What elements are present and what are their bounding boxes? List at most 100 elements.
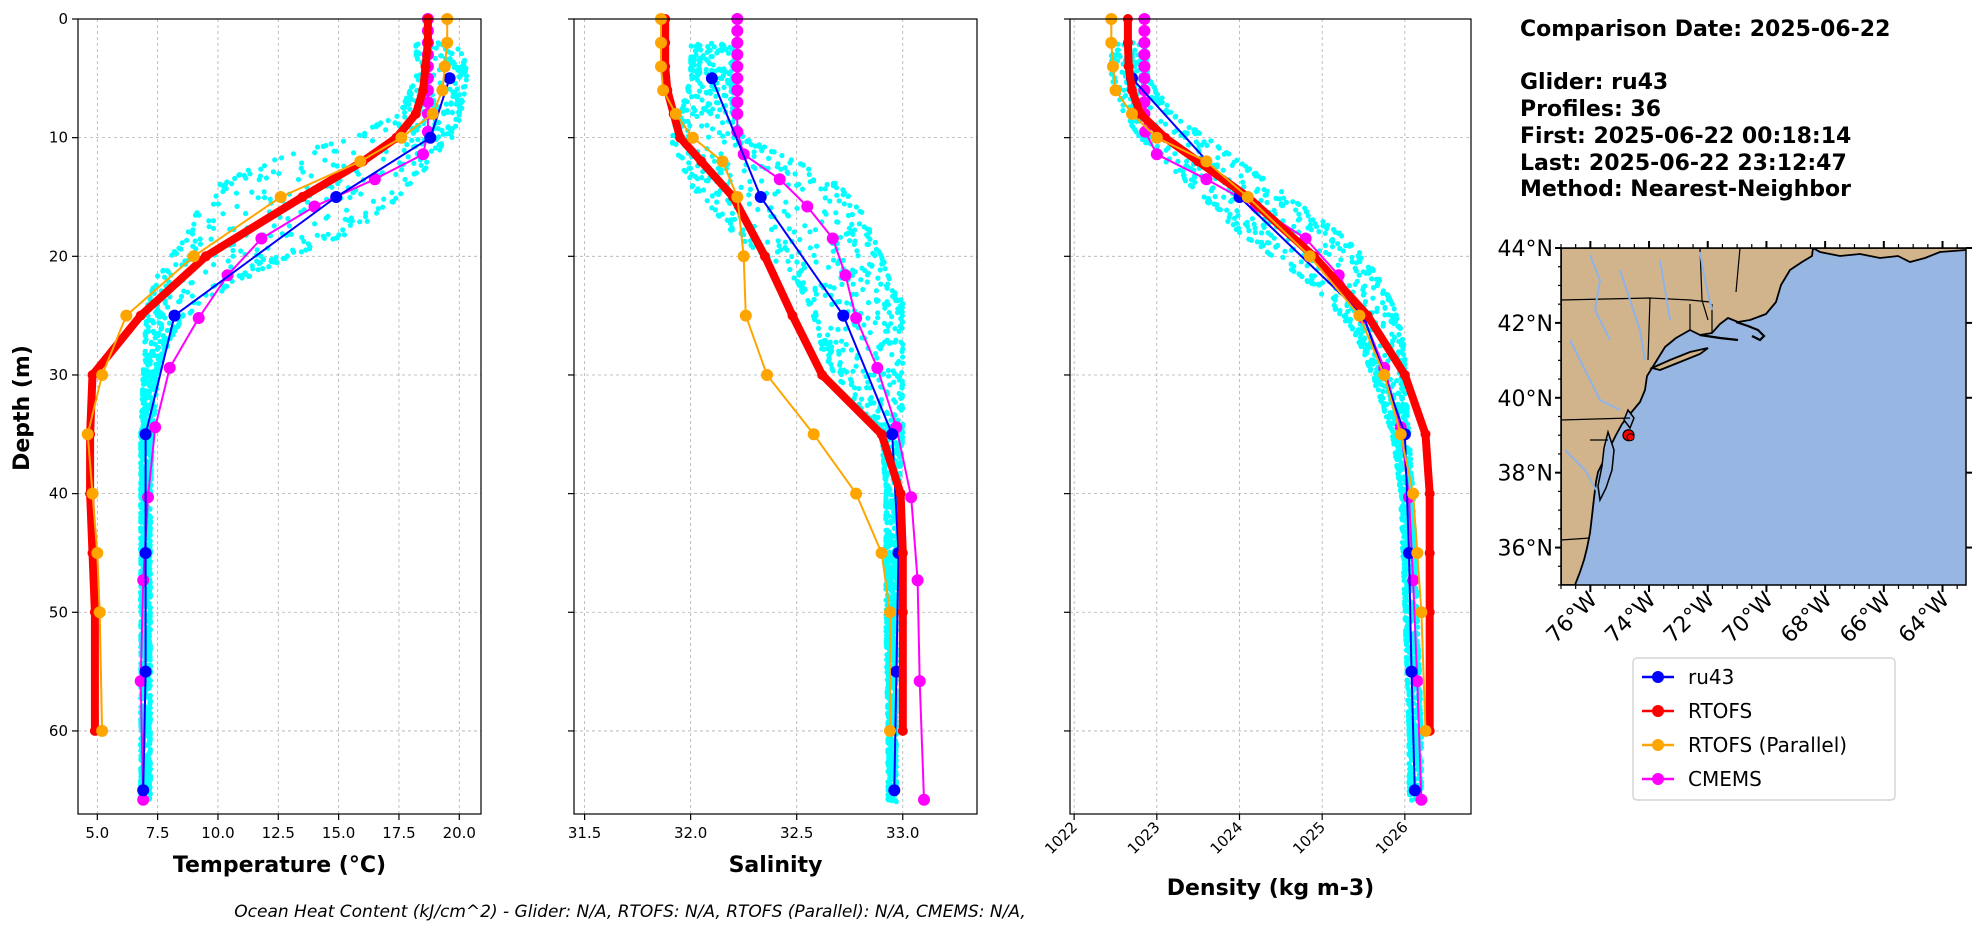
glider-scatter-point bbox=[725, 131, 731, 137]
glider-scatter-point bbox=[886, 373, 892, 379]
glider-scatter-point bbox=[883, 328, 889, 334]
glider-scatter-point bbox=[144, 356, 150, 362]
glider-scatter-point bbox=[781, 208, 787, 214]
glider-scatter-point bbox=[142, 339, 148, 345]
glider-scatter-point bbox=[744, 138, 750, 145]
glider-scatter-point bbox=[1400, 503, 1406, 509]
glider-scatter-point bbox=[844, 300, 850, 306]
glider-scatter-point bbox=[1288, 261, 1294, 267]
glider-scatter-point bbox=[725, 80, 731, 86]
series-point-cmems bbox=[918, 793, 930, 806]
glider-scatter-point bbox=[1399, 517, 1405, 523]
glider-scatter-point bbox=[406, 90, 412, 96]
glider-scatter-point bbox=[872, 320, 878, 326]
series-point-ru43 bbox=[754, 191, 767, 203]
glider-scatter-point bbox=[1224, 207, 1230, 213]
series-point-ru43 bbox=[139, 428, 152, 441]
glider-scatter-point bbox=[1308, 217, 1314, 223]
glider-scatter-point bbox=[1409, 797, 1415, 803]
glider-scatter-point bbox=[175, 323, 181, 329]
series-point-rtofs-parallel- bbox=[1411, 547, 1424, 559]
glider-scatter-point bbox=[1187, 182, 1194, 188]
glider-scatter-point bbox=[1360, 269, 1366, 275]
glider-scatter-point bbox=[323, 215, 329, 221]
glider-scatter-point bbox=[321, 235, 327, 241]
glider-scatter-point bbox=[1337, 311, 1343, 317]
glider-scatter-point bbox=[342, 216, 348, 222]
glider-scatter-point bbox=[1168, 109, 1174, 115]
glider-scatter-point bbox=[1365, 264, 1371, 270]
glider-scatter-point bbox=[886, 310, 892, 316]
glider-scatter-point bbox=[1266, 251, 1272, 257]
glider-scatter-point bbox=[1388, 318, 1394, 324]
series-point-rtofs bbox=[897, 607, 908, 618]
glider-scatter-point bbox=[890, 570, 896, 576]
glider-scatter-point bbox=[405, 154, 411, 160]
x-tick-label: 1026 bbox=[1372, 818, 1412, 858]
glider-scatter-point bbox=[1365, 344, 1372, 350]
series-point-cmems bbox=[731, 60, 744, 73]
series-point-cmems bbox=[142, 491, 154, 504]
glider-scatter-point bbox=[1380, 300, 1386, 306]
glider-scatter-point bbox=[899, 429, 906, 435]
glider-scatter-point bbox=[215, 201, 221, 207]
glider-scatter-point bbox=[1397, 476, 1403, 482]
glider-scatter-point bbox=[1185, 142, 1191, 148]
glider-scatter-point bbox=[1238, 173, 1244, 179]
glider-scatter-point bbox=[1406, 761, 1412, 767]
glider-scatter-point bbox=[1382, 305, 1388, 311]
glider-scatter-point bbox=[785, 213, 792, 219]
glider-scatter-point bbox=[435, 40, 441, 46]
x-tick-label: 1023 bbox=[1124, 818, 1164, 858]
series-point-cmems bbox=[731, 84, 744, 97]
glider-scatter-point bbox=[867, 396, 873, 402]
footer-ohc: Ocean Heat Content (kJ/cm^2) - Glider: N… bbox=[234, 902, 1025, 922]
glider-scatter-point bbox=[1265, 230, 1271, 236]
glider-scatter-point bbox=[681, 98, 687, 104]
glider-scatter-point bbox=[755, 206, 761, 213]
glider-scatter-point bbox=[771, 149, 777, 155]
glider-scatter-point bbox=[1201, 194, 1207, 200]
glider-scatter-point bbox=[1381, 405, 1387, 411]
glider-scatter-point bbox=[887, 382, 893, 388]
glider-scatter-point bbox=[413, 42, 419, 48]
glider-scatter-point bbox=[888, 417, 894, 423]
series-point-cmems bbox=[731, 24, 744, 37]
glider-scatter-point bbox=[812, 287, 818, 293]
glider-scatter-point bbox=[363, 210, 369, 216]
glider-scatter-point bbox=[748, 142, 755, 148]
lon-tick-label: 76°W bbox=[1542, 587, 1603, 648]
glider-scatter-point bbox=[782, 239, 788, 245]
glider-scatter-point bbox=[1172, 151, 1178, 157]
glider-scatter-point bbox=[678, 154, 684, 160]
glider-scatter-point bbox=[142, 412, 148, 418]
glider-scatter-point bbox=[865, 270, 872, 276]
glider-scatter-point bbox=[236, 273, 242, 279]
glider-scatter-point bbox=[1382, 312, 1388, 318]
glider-scatter-point bbox=[262, 195, 268, 201]
glider-scatter-point bbox=[693, 48, 699, 54]
glider-scatter-point bbox=[1395, 464, 1402, 470]
glider-scatter-point bbox=[428, 148, 434, 154]
glider-scatter-point bbox=[176, 245, 182, 251]
glider-scatter-point bbox=[1296, 211, 1302, 217]
glider-scatter-point bbox=[720, 133, 726, 139]
glider-scatter-point bbox=[381, 196, 387, 202]
glider-scatter-point bbox=[224, 283, 230, 289]
glider-scatter-point bbox=[402, 114, 408, 120]
glider-scatter-point bbox=[818, 186, 824, 192]
axes-frame bbox=[573, 18, 978, 815]
glider-scatter-point bbox=[393, 195, 399, 201]
glider-scatter-point bbox=[819, 346, 825, 352]
glider-scatter-point bbox=[230, 247, 236, 254]
series-point-cmems bbox=[417, 148, 430, 161]
glider-scatter-point bbox=[170, 332, 176, 338]
glider-scatter-point bbox=[822, 292, 828, 298]
x-tick-label: 5.0 bbox=[85, 824, 109, 842]
series-point-rtofs-parallel- bbox=[354, 155, 367, 168]
glider-scatter-point bbox=[138, 492, 144, 498]
glider-scatter-point bbox=[791, 275, 797, 281]
series-point-cmems bbox=[149, 421, 162, 434]
glider-scatter-point bbox=[746, 201, 753, 207]
glider-scatter-point bbox=[340, 138, 347, 144]
